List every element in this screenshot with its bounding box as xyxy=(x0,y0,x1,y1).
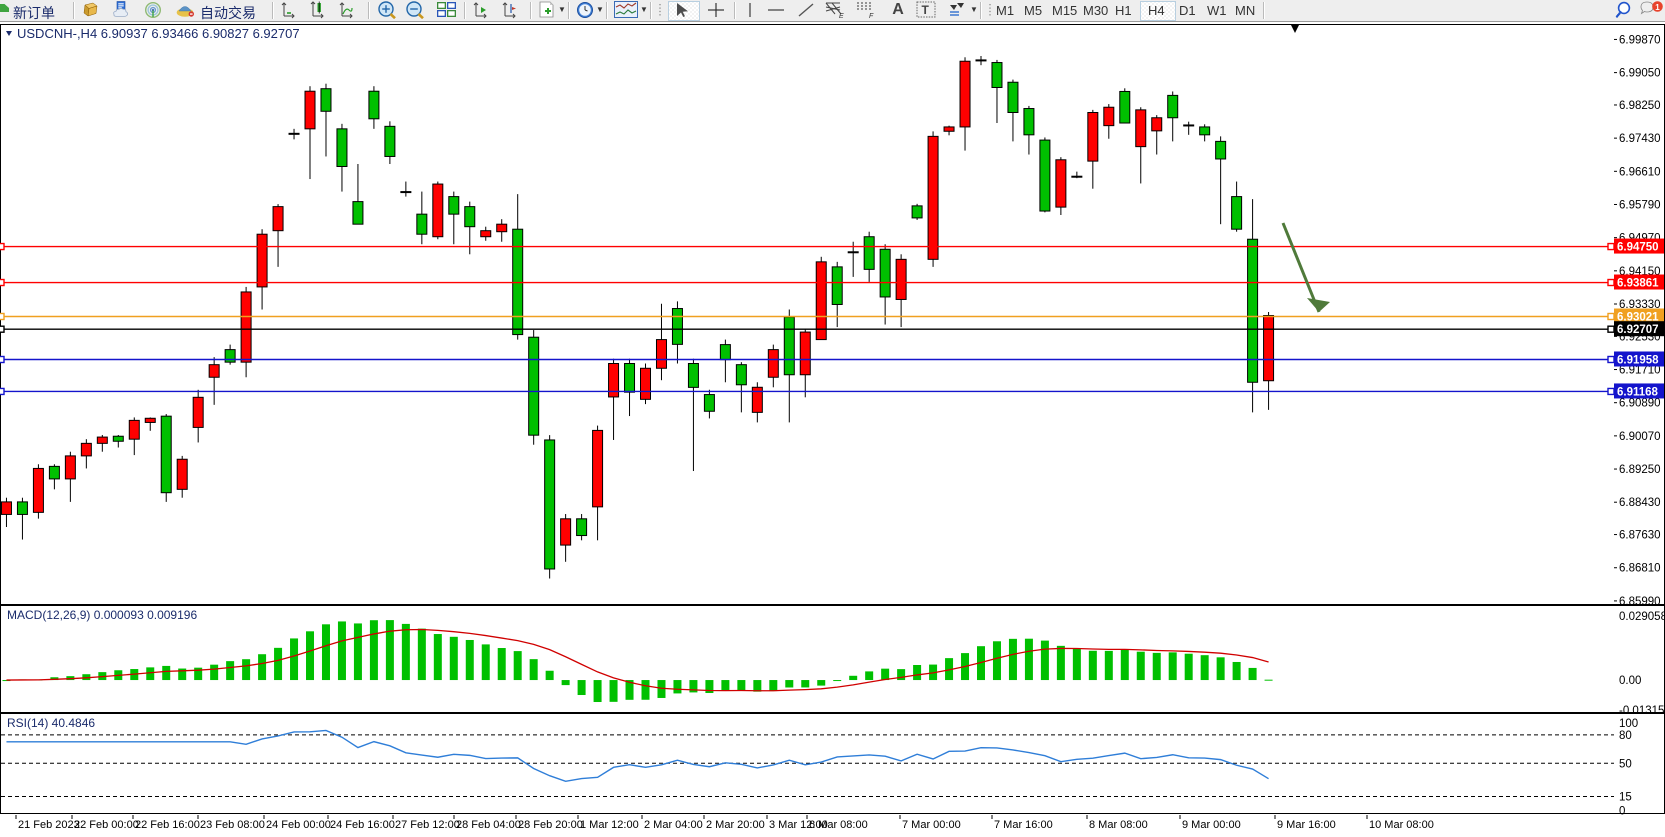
svg-text:15: 15 xyxy=(1619,792,1632,804)
svg-text:8 Mar 08:00: 8 Mar 08:00 xyxy=(1089,819,1148,831)
svg-text:RSI(14) 40.4846: RSI(14) 40.4846 xyxy=(7,716,95,730)
svg-text:7 Mar 16:00: 7 Mar 16:00 xyxy=(994,819,1053,831)
svg-text:1 Mar 12:00: 1 Mar 12:00 xyxy=(580,819,639,831)
svg-text:2 Mar 04:00: 2 Mar 04:00 xyxy=(644,819,703,831)
svg-text:6.98250: 6.98250 xyxy=(1619,100,1661,112)
svg-text:6.90070: 6.90070 xyxy=(1619,431,1661,443)
svg-text:6.99050: 6.99050 xyxy=(1619,68,1661,80)
svg-text:6 Mar 08:00: 6 Mar 08:00 xyxy=(809,819,868,831)
svg-text:100: 100 xyxy=(1619,718,1638,730)
svg-text:6.89250: 6.89250 xyxy=(1619,464,1661,476)
svg-text:6.90890: 6.90890 xyxy=(1619,398,1661,410)
svg-text:10 Mar 08:00: 10 Mar 08:00 xyxy=(1369,819,1434,831)
svg-text:6.95790: 6.95790 xyxy=(1619,199,1661,211)
svg-text:E: E xyxy=(839,13,844,19)
svg-text:6.94750: 6.94750 xyxy=(1617,242,1659,254)
svg-text:0: 0 xyxy=(1619,806,1625,818)
svg-text:21 Feb 2023: 21 Feb 2023 xyxy=(18,819,80,831)
svg-text:6.97430: 6.97430 xyxy=(1619,133,1661,145)
svg-text:6.92707: 6.92707 xyxy=(1617,324,1659,336)
svg-text:6.87630: 6.87630 xyxy=(1619,530,1661,542)
svg-text:0.00: 0.00 xyxy=(1619,675,1641,687)
svg-text:9 Mar 16:00: 9 Mar 16:00 xyxy=(1277,819,1336,831)
svg-text:6.91958: 6.91958 xyxy=(1617,354,1659,366)
svg-text:2 Mar 20:00: 2 Mar 20:00 xyxy=(706,819,765,831)
svg-text:22 Feb 00:00: 22 Feb 00:00 xyxy=(74,819,139,831)
svg-text:27 Feb 12:00: 27 Feb 12:00 xyxy=(395,819,460,831)
svg-text:F: F xyxy=(869,13,874,19)
svg-text:22 Feb 16:00: 22 Feb 16:00 xyxy=(135,819,200,831)
svg-text:24 Feb 00:00: 24 Feb 00:00 xyxy=(266,819,331,831)
svg-text:28 Feb 04:00: 28 Feb 04:00 xyxy=(456,819,521,831)
svg-text:6.99870: 6.99870 xyxy=(1619,34,1661,46)
svg-text:80: 80 xyxy=(1619,730,1632,742)
svg-text:MACD(12,26,9) 0.000093 0.00919: MACD(12,26,9) 0.000093 0.009196 xyxy=(7,608,197,622)
svg-text:T: T xyxy=(922,3,930,17)
svg-text:6.88430: 6.88430 xyxy=(1619,497,1661,509)
svg-text:9 Mar 00:00: 9 Mar 00:00 xyxy=(1182,819,1241,831)
svg-text:50: 50 xyxy=(1619,758,1632,770)
svg-text:6.91168: 6.91168 xyxy=(1617,386,1659,398)
svg-text:1: 1 xyxy=(1655,3,1660,12)
svg-text:6.96610: 6.96610 xyxy=(1619,166,1661,178)
svg-text:USDCNH-,H4 6.90937 6.93466 6.: USDCNH-,H4 6.90937 6.93466 6.90827 6.927… xyxy=(17,26,300,41)
svg-text:28 Feb 20:00: 28 Feb 20:00 xyxy=(518,819,583,831)
svg-text:0.029058: 0.029058 xyxy=(1619,611,1665,623)
svg-text:24 Feb 16:00: 24 Feb 16:00 xyxy=(330,819,395,831)
svg-text:7 Mar 00:00: 7 Mar 00:00 xyxy=(902,819,961,831)
svg-text:23 Feb 08:00: 23 Feb 08:00 xyxy=(200,819,265,831)
svg-text:6.86810: 6.86810 xyxy=(1619,563,1661,575)
svg-text:6.93861: 6.93861 xyxy=(1617,278,1659,290)
